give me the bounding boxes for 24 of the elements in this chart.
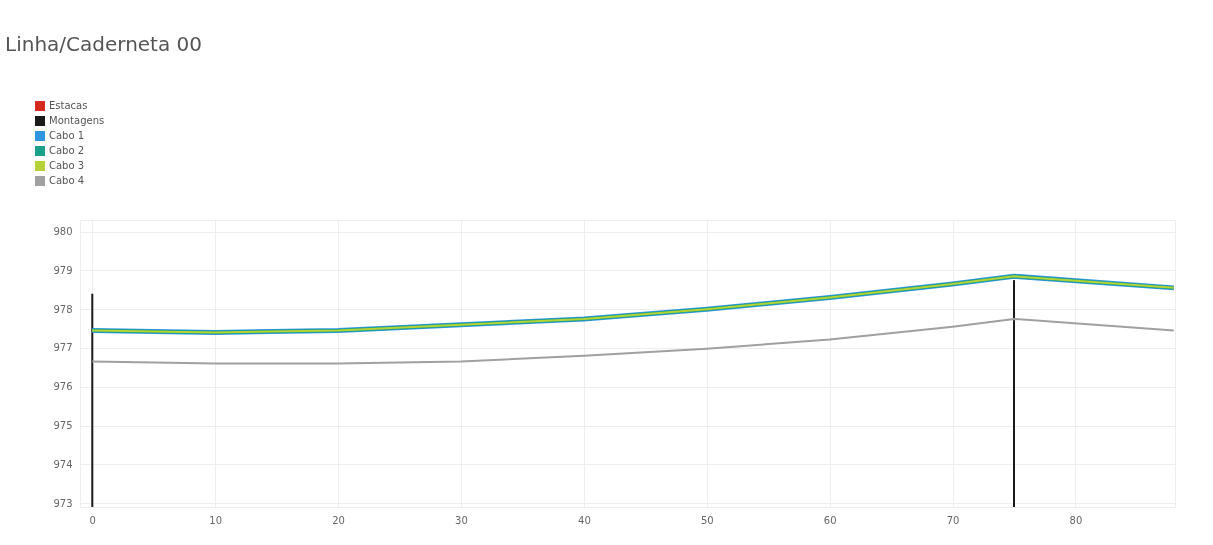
y-tick-label: 978 — [53, 303, 73, 315]
x-tick-label: 60 — [823, 514, 837, 526]
x-tick-label: 30 — [455, 514, 468, 526]
legend-label: Cabo 1 — [49, 130, 85, 141]
y-tick-label: 976 — [53, 381, 73, 393]
legend-label: Estacas — [49, 100, 88, 111]
y-tick-label: 979 — [53, 264, 73, 276]
x-tick-label: 10 — [209, 514, 223, 526]
legend-label: Cabo 4 — [49, 175, 85, 186]
y-tick-label: 974 — [53, 458, 73, 470]
x-tick-label: 50 — [700, 514, 714, 526]
chart-title: Linha/Caderneta 00 — [5, 32, 203, 56]
x-tick-label: 70 — [946, 514, 960, 526]
x-tick-label: 20 — [332, 514, 345, 526]
legend-label: Cabo 3 — [49, 160, 85, 171]
x-tick-label: 80 — [1069, 514, 1083, 526]
x-tick-label: 0 — [89, 514, 96, 526]
y-tick-label: 980 — [53, 226, 73, 238]
legend-label: Cabo 2 — [49, 145, 85, 156]
legend-label: Montagens — [49, 115, 105, 126]
y-tick-label: 975 — [53, 420, 73, 432]
y-tick-label: 973 — [53, 497, 73, 509]
x-tick-label: 40 — [578, 514, 591, 526]
y-tick-label: 977 — [53, 342, 73, 354]
